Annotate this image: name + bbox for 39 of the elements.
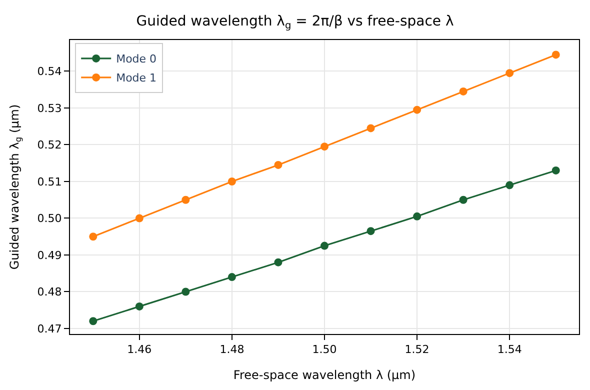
x-tick-label: 1.48 — [220, 343, 244, 356]
point — [506, 69, 514, 78]
point — [228, 273, 236, 282]
point — [366, 124, 375, 132]
point — [413, 212, 422, 220]
y-tick-label: 0.50 — [37, 212, 62, 226]
point — [135, 214, 144, 222]
point — [274, 160, 282, 169]
point — [459, 87, 468, 96]
x-axis-title: Free-space wavelength λ (µm) — [233, 368, 416, 382]
point — [135, 302, 144, 310]
point — [320, 142, 328, 151]
point — [413, 106, 422, 114]
point — [552, 50, 560, 59]
point — [182, 196, 190, 204]
legend-label: Mode 0 — [116, 52, 157, 66]
point — [320, 242, 328, 250]
point — [274, 258, 282, 266]
point — [459, 196, 468, 204]
legend-label: Mode 1 — [116, 72, 157, 85]
point — [228, 177, 236, 186]
point — [89, 317, 98, 326]
y-tick-label: 0.54 — [37, 65, 62, 78]
y-tick-label: 0.52 — [37, 138, 62, 152]
y-tick-label: 0.53 — [37, 102, 62, 115]
y-tick-label: 0.49 — [37, 248, 62, 262]
point — [89, 232, 98, 241]
chart-title: Guided wavelength λ$_{g}$ = 2π/β vs free-space λ — [136, 13, 454, 32]
y-tick-label: 0.47 — [37, 322, 62, 336]
point — [506, 181, 514, 190]
y-tick-label: 0.48 — [37, 286, 62, 299]
x-tick-label: 1.54 — [497, 343, 522, 356]
x-tick-label: 1.52 — [404, 343, 430, 356]
x-tick-label: 1.46 — [127, 343, 152, 356]
y-tick-label: 0.51 — [37, 175, 62, 188]
x-tick-label: 1.50 — [312, 343, 337, 356]
point — [366, 227, 375, 236]
point — [552, 166, 560, 174]
point — [182, 288, 190, 296]
